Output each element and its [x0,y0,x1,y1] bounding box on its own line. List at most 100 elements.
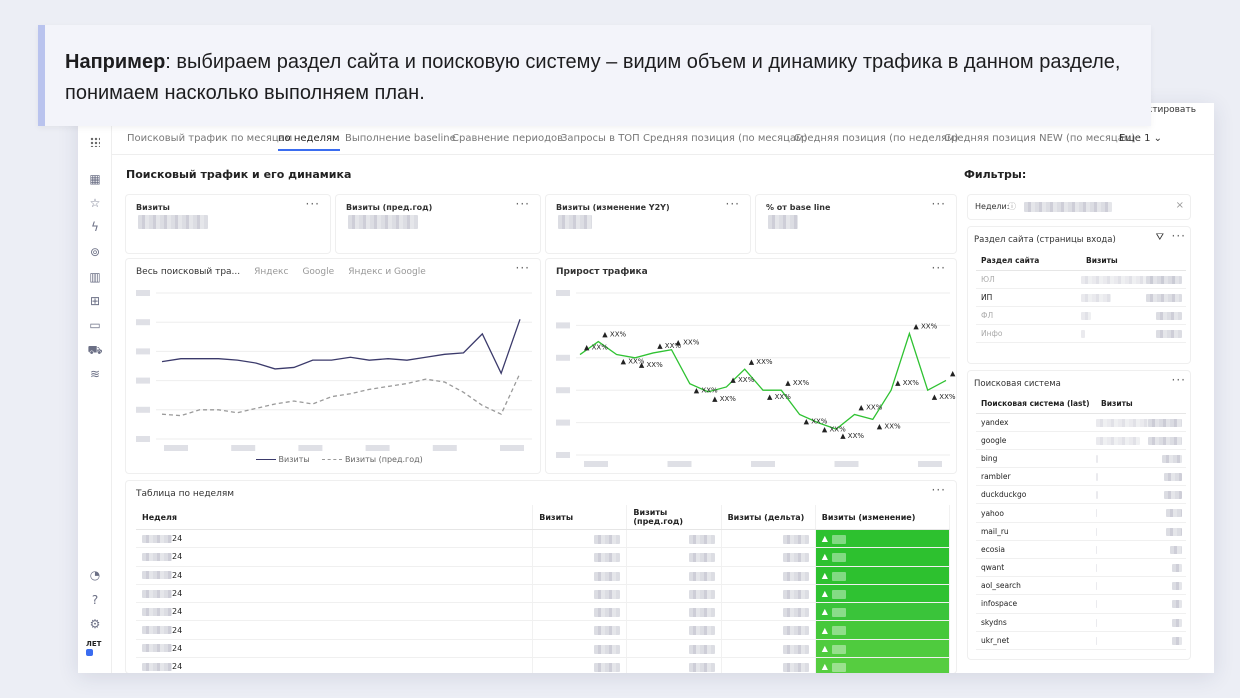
more-icon[interactable]: ··· [931,483,946,497]
tab-baseline[interactable]: Выполнение baseline [345,133,456,144]
more-icon[interactable]: ··· [515,197,530,211]
col-search-engine[interactable]: Поисковая система (last) [976,395,1096,414]
blurred-tick [136,290,150,296]
row-label: duckduckgo [976,485,1096,505]
col-section[interactable]: Раздел сайта [976,252,1081,271]
tab-avg-position-weekly[interactable]: Средняя позиция (по неделям) [794,133,959,144]
list-item[interactable]: ФЛ [976,306,1186,326]
list-item[interactable]: skydns [976,613,1186,632]
value-cell [626,547,722,567]
table-row[interactable]: 24 ▲ [136,547,951,567]
list-item[interactable]: yahoo [976,503,1186,523]
list-item[interactable]: ukr_net [976,631,1186,650]
chart-tab-google[interactable]: Google [302,267,335,277]
week-cell: 24 [136,602,534,622]
list-item[interactable]: bing [976,449,1186,469]
list-item[interactable]: google [976,431,1186,450]
growth-line[interactable] [579,331,947,430]
series-line-1[interactable] [161,373,521,417]
edit-button[interactable]: дактировать [1135,105,1196,115]
weeks-filter[interactable]: Недели: ⓘ × [968,195,1190,219]
col-visits-change[interactable]: Визиты (изменение) [815,505,951,530]
star-icon[interactable]: ☆ [89,196,101,210]
section-table: Раздел сайта Визиты ЮЛ ИП ФЛ Инфо [976,252,1186,344]
connections-icon[interactable]: ⊚ [89,245,101,259]
table-row[interactable]: 24 ▲ [136,584,951,604]
series-line-0[interactable] [161,319,521,376]
value-bar [1096,473,1098,482]
row-value [1096,631,1186,650]
gear-icon[interactable]: ⚙ [89,617,101,631]
col-visits-delta[interactable]: Визиты (дельта) [721,505,816,530]
caption-text: Например: выбираем раздел сайта и поиско… [65,47,1135,109]
blurred-tick [136,406,150,413]
tab-weekly[interactable]: по неделям [278,133,340,151]
tab-compare-periods[interactable]: Сравнение периодов [452,133,563,144]
blurred-tick [556,290,570,296]
list-item[interactable]: aol_search [976,576,1186,596]
list-item[interactable]: duckduckgo [976,485,1186,505]
week-suffix: 24 [172,643,183,653]
value-cell [532,639,628,659]
more-icon[interactable]: ··· [725,197,740,211]
blurred-value [1024,202,1112,212]
apps-grid-icon[interactable] [90,137,100,147]
col-week[interactable]: Неделя [136,505,534,530]
list-item[interactable]: yandex [976,413,1186,432]
row-value [1096,503,1186,523]
tab-avg-position-new[interactable]: Средняя позиция NEW (по месяцам) [944,133,1136,144]
more-icon[interactable]: ··· [1171,373,1186,387]
tab-top-queries[interactable]: Запросы в ТОП [561,133,640,144]
blurred-tick [667,461,692,467]
more-icon[interactable]: ··· [931,261,946,275]
user-logo-icon[interactable]: ЛЕТ [86,640,106,658]
more-icon[interactable]: ··· [1171,229,1186,243]
list-item[interactable]: ЮЛ [976,270,1186,289]
col-visits[interactable]: Визиты [532,505,628,530]
list-item[interactable]: ИП [976,288,1186,307]
clear-icon[interactable]: × [1175,200,1184,211]
dashboard-icon[interactable]: ▦ [89,172,101,186]
blurred-value [1148,436,1182,445]
lightning-icon[interactable]: ϟ [91,220,99,234]
table-row[interactable]: 24 ▲ [136,566,951,585]
more-icon[interactable]: ··· [515,261,530,275]
tab-more[interactable]: Еще 1 ⌄ [1119,133,1162,144]
filters-title: Фильтры: [964,168,1027,181]
blurred-tick [136,377,150,384]
table-row[interactable]: 24 ▲ [136,529,951,549]
table-row[interactable]: 24 ▲ [136,657,951,673]
list-item[interactable]: qwant [976,558,1186,578]
chart-tab-all[interactable]: Весь поисковый тра... [136,267,241,277]
col-search-visits[interactable]: Визиты [1096,395,1186,414]
more-icon[interactable]: ··· [305,197,320,211]
list-item[interactable]: ecosia [976,540,1186,560]
more-icon[interactable]: ··· [931,197,946,211]
list-item[interactable]: infospace [976,594,1186,614]
value-cell [721,657,816,673]
growth-line-chart: ▲ XX%▲ XX%▲ XX%▲ XX%▲ XX%▲ XX%▲ XX%▲ XX%… [556,290,956,467]
tab-avg-position-monthly[interactable]: Средняя позиция (по месяцам) [643,133,808,144]
list-item[interactable]: Инфо [976,324,1186,344]
chart-tab-yandex-google[interactable]: Яндекс и Google [348,267,426,277]
tab-monthly-traffic[interactable]: Поисковый трафик по месяцам [127,133,293,144]
cart-icon[interactable]: ⛟ [87,343,103,357]
week-cell: 24 [136,529,534,549]
help-icon[interactable]: ? [91,593,99,607]
list-item[interactable]: mail_ru [976,522,1186,541]
row-value [1096,613,1186,632]
filter-reset-icon[interactable]: ⛛ [1155,232,1164,243]
table-row[interactable]: 24 ▲ [136,639,951,659]
chart-tab-yandex[interactable]: Яндекс [254,267,289,277]
table-row[interactable]: 24 ▲ [136,602,951,622]
sliders-icon[interactable]: ≋ [89,367,101,381]
week-suffix: 24 [172,625,183,635]
list-item[interactable]: rambler [976,467,1186,487]
col-visits-prev[interactable]: Визиты (пред.год) [626,505,722,530]
monitor-icon[interactable]: ▭ [89,318,101,332]
dataset-icon[interactable]: ⊞ [89,294,101,308]
table-row[interactable]: 24 ▲ [136,620,951,640]
bell-icon[interactable]: ◔ [89,568,101,582]
col-section-visits[interactable]: Визиты [1081,252,1186,271]
chart-icon[interactable]: ▥ [89,270,101,284]
